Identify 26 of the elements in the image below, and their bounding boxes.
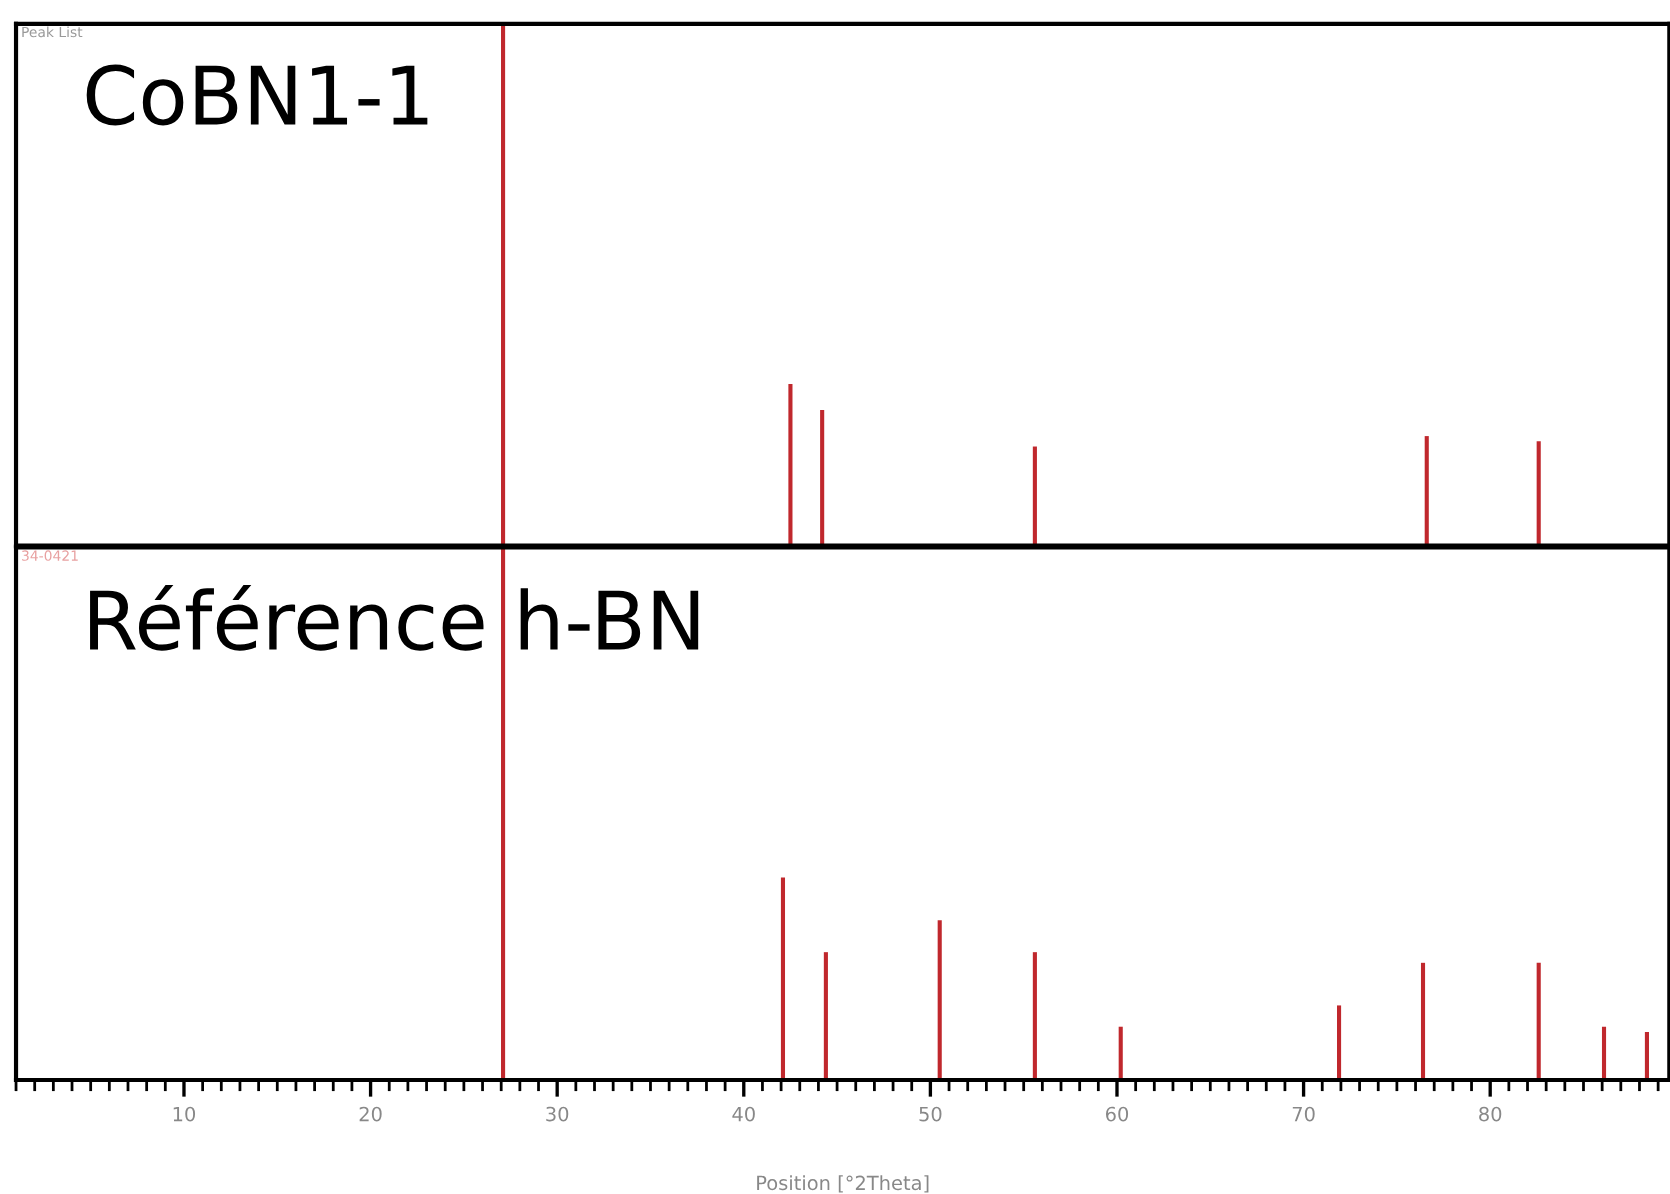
bar: [820, 410, 825, 546]
bar: [1536, 441, 1541, 546]
bar: [1032, 446, 1037, 546]
chart-title: Référence h-BN: [90, 585, 699, 651]
bar: [1420, 962, 1426, 1080]
bar: [1336, 1005, 1342, 1080]
x-tick-label: 80: [1479, 1106, 1502, 1122]
bar: [1424, 436, 1429, 546]
x-tick-label: 50: [919, 1106, 942, 1122]
x-tick-label: 30: [546, 1106, 569, 1122]
bar: [1644, 1032, 1649, 1080]
bar: [823, 952, 828, 1080]
x-tick-label: 40: [732, 1106, 755, 1122]
bar: [780, 877, 786, 1080]
x-axis-title: Position [°2Theta]: [757, 1175, 929, 1193]
bar: [788, 383, 793, 546]
x-tick-label: 20: [359, 1106, 382, 1122]
bar: [1536, 962, 1541, 1080]
x-tick-label: 10: [173, 1106, 196, 1122]
bar: [1118, 1026, 1123, 1080]
bar: [1601, 1026, 1607, 1080]
x-tick-label: 70: [1292, 1106, 1315, 1122]
chart-title: CoBN1-1: [86, 64, 428, 126]
bar: [1032, 952, 1037, 1080]
x-tick-label: 60: [1105, 1106, 1129, 1122]
bar: [937, 920, 942, 1080]
